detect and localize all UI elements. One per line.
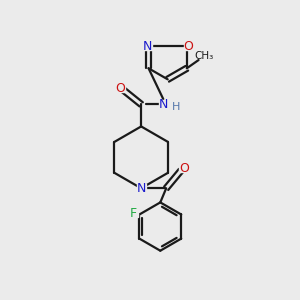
- Bar: [142, 42, 152, 50]
- Text: CH₃: CH₃: [194, 51, 213, 61]
- Text: O: O: [183, 40, 193, 53]
- Bar: [137, 184, 146, 192]
- Bar: [179, 164, 189, 172]
- Bar: [129, 209, 138, 217]
- Text: H: H: [172, 102, 181, 112]
- Text: F: F: [130, 206, 137, 220]
- Bar: [159, 100, 168, 109]
- Text: N: N: [136, 182, 146, 195]
- Bar: [116, 84, 125, 92]
- Bar: [172, 103, 181, 110]
- Text: O: O: [179, 162, 189, 175]
- Text: N: N: [142, 40, 152, 53]
- Bar: [184, 42, 193, 50]
- Text: N: N: [159, 98, 168, 111]
- Text: O: O: [116, 82, 125, 95]
